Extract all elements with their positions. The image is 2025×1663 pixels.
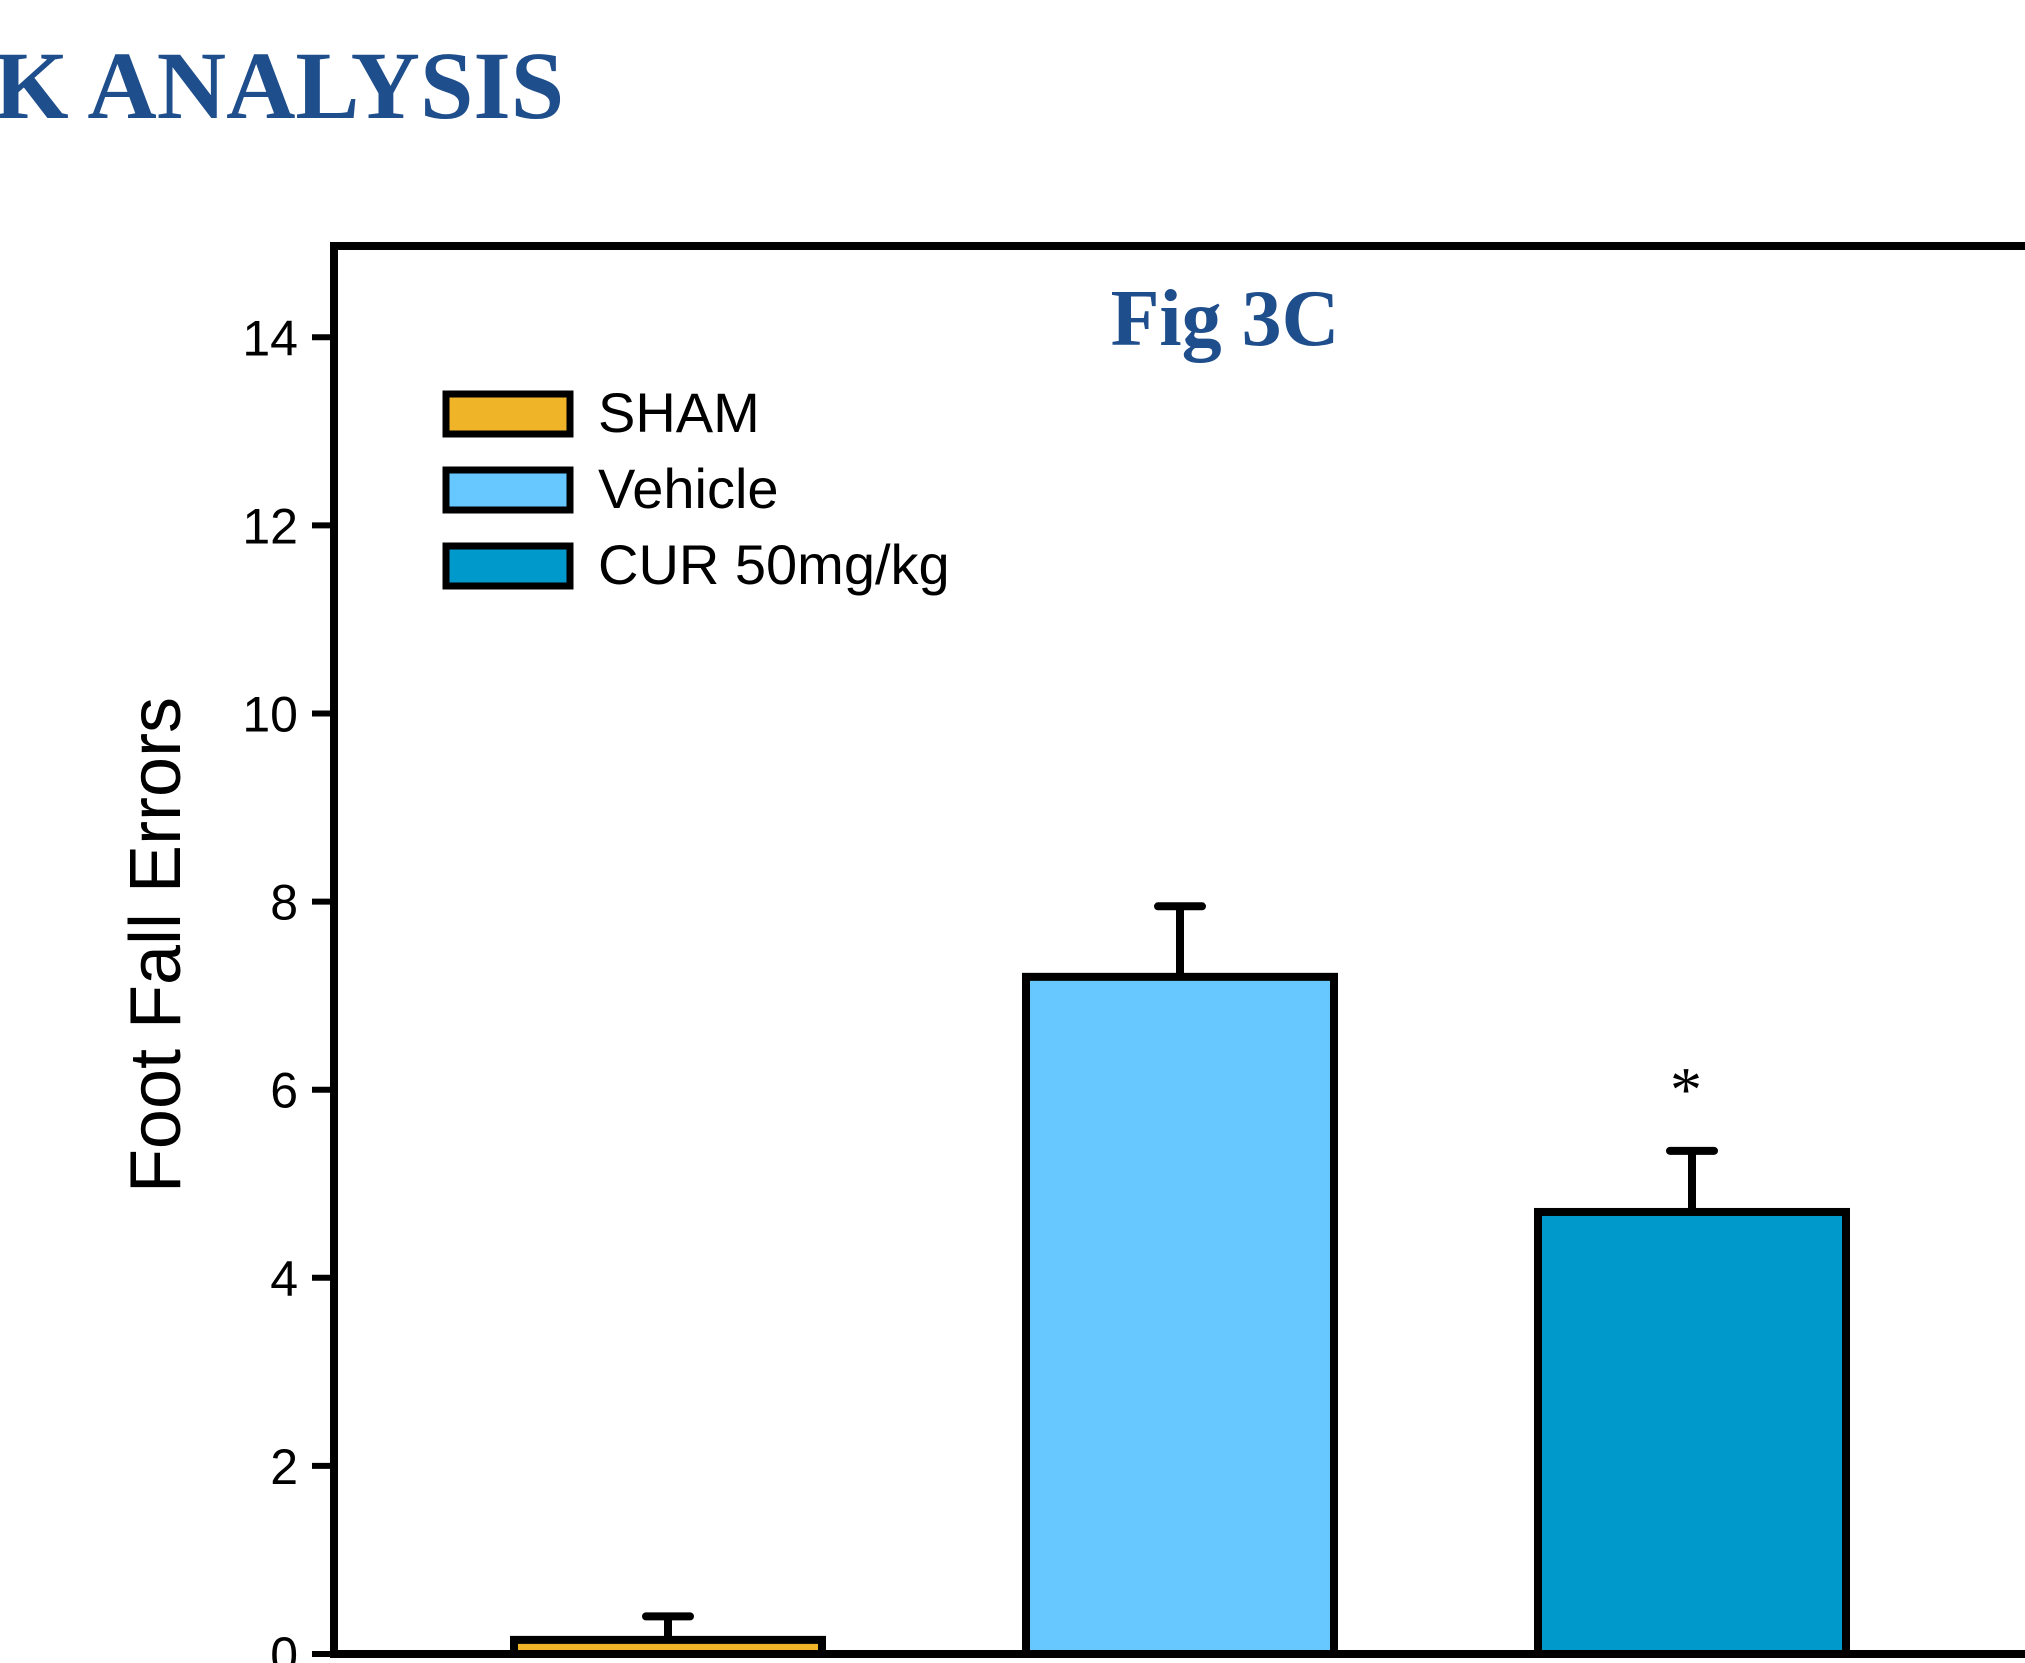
y-tick-label: 12 (242, 498, 298, 554)
legend-label-cur-50mg-kg: CUR 50mg/kg (598, 533, 950, 596)
legend-label-sham: SHAM (598, 381, 760, 444)
legend-swatch-sham (442, 390, 574, 438)
legend-swatch-cur-50mg-kg (442, 542, 574, 590)
y-tick-label: 2 (270, 1439, 298, 1495)
bar-cur-50mg-kg (1534, 1207, 1850, 1658)
significance-marker: * (1670, 1054, 1702, 1125)
bars: * (510, 902, 1850, 1658)
y-tick-label: 0 (270, 1627, 298, 1663)
y-tick-label: 14 (242, 310, 298, 366)
legend: SHAM Vehicle CUR 50mg/kg (442, 381, 950, 596)
legend-label-vehicle: Vehicle (598, 457, 779, 520)
bar-sham (510, 1635, 826, 1658)
y-axis-label: Foot Fall Errors (116, 697, 196, 1193)
y-tick-label: 10 (242, 687, 298, 743)
y-tick-label: 8 (270, 875, 298, 931)
chart-title: Fig 3C (1111, 275, 1340, 363)
y-axis: 0 2 4 6 8 10 12 14 (242, 310, 334, 1663)
legend-swatch-vehicle (442, 466, 574, 514)
y-tick-label: 4 (270, 1251, 298, 1307)
slide-title: LK ANALYSIS (0, 32, 564, 139)
bar-vehicle (1022, 972, 1338, 1658)
y-tick-label: 6 (270, 1063, 298, 1119)
